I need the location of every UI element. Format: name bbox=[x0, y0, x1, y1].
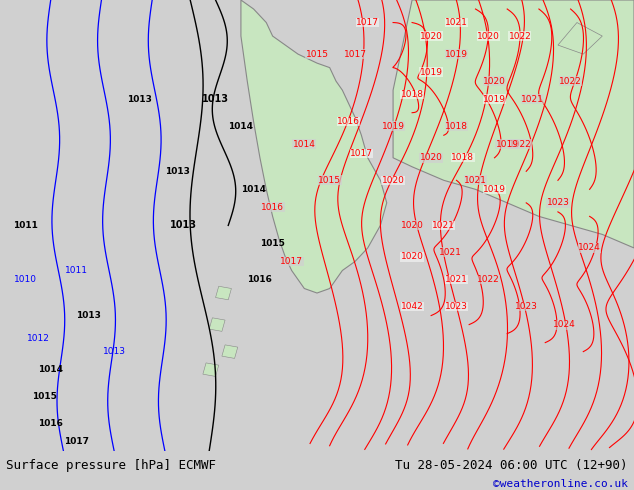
Text: 1022: 1022 bbox=[508, 31, 531, 41]
Text: 1020: 1020 bbox=[401, 221, 424, 230]
Text: 1019: 1019 bbox=[483, 185, 506, 194]
Text: 1013: 1013 bbox=[127, 95, 152, 104]
Text: Surface pressure [hPa] ECMWF: Surface pressure [hPa] ECMWF bbox=[6, 459, 216, 472]
Text: 1017: 1017 bbox=[356, 18, 379, 27]
Polygon shape bbox=[393, 0, 634, 248]
Text: 1019: 1019 bbox=[496, 140, 519, 149]
Polygon shape bbox=[222, 345, 238, 358]
Text: 1019: 1019 bbox=[420, 68, 443, 76]
Text: 1019: 1019 bbox=[382, 122, 404, 131]
Text: 1023: 1023 bbox=[547, 198, 569, 207]
Text: 1023: 1023 bbox=[445, 302, 468, 311]
Text: 1011: 1011 bbox=[13, 221, 38, 230]
Text: 1022: 1022 bbox=[559, 76, 582, 86]
Text: 1016: 1016 bbox=[247, 275, 273, 284]
Polygon shape bbox=[203, 363, 219, 376]
Text: 1021: 1021 bbox=[432, 221, 455, 230]
Text: 1017: 1017 bbox=[63, 437, 89, 446]
Text: 1020: 1020 bbox=[483, 76, 506, 86]
Text: 1017: 1017 bbox=[280, 257, 303, 266]
Text: 1018: 1018 bbox=[445, 122, 468, 131]
Polygon shape bbox=[558, 23, 602, 54]
Text: 1014: 1014 bbox=[293, 140, 316, 149]
Text: 1015: 1015 bbox=[32, 392, 57, 401]
Text: ©weatheronline.co.uk: ©weatheronline.co.uk bbox=[493, 479, 628, 489]
Text: 1024: 1024 bbox=[553, 320, 576, 329]
Text: 1014: 1014 bbox=[38, 365, 63, 374]
Text: 1015: 1015 bbox=[306, 49, 328, 59]
Text: 1021: 1021 bbox=[445, 18, 468, 27]
Text: 1013: 1013 bbox=[202, 94, 229, 104]
Text: 1018: 1018 bbox=[451, 153, 474, 162]
Text: 1016: 1016 bbox=[337, 117, 360, 126]
Text: 1018: 1018 bbox=[401, 90, 424, 99]
Text: 1017: 1017 bbox=[344, 49, 366, 59]
Text: 1020: 1020 bbox=[420, 31, 443, 41]
Text: 1017: 1017 bbox=[350, 149, 373, 158]
Text: 1014: 1014 bbox=[241, 185, 266, 194]
Text: Tu 28-05-2024 06:00 UTC (12+90): Tu 28-05-2024 06:00 UTC (12+90) bbox=[395, 459, 628, 472]
Text: 1013: 1013 bbox=[171, 220, 197, 230]
Text: 1019: 1019 bbox=[445, 49, 468, 59]
Text: 1020: 1020 bbox=[401, 252, 424, 262]
Polygon shape bbox=[209, 318, 225, 331]
Text: 1021: 1021 bbox=[445, 275, 468, 284]
Text: 1024: 1024 bbox=[578, 244, 601, 252]
Text: 1010: 1010 bbox=[14, 275, 37, 284]
Text: 1016: 1016 bbox=[38, 419, 63, 428]
Text: 1022: 1022 bbox=[477, 275, 500, 284]
Text: 1021: 1021 bbox=[464, 176, 487, 185]
Text: 1020: 1020 bbox=[382, 176, 404, 185]
Text: 1019: 1019 bbox=[483, 95, 506, 104]
Text: 1011: 1011 bbox=[65, 266, 87, 275]
Text: 1015: 1015 bbox=[260, 239, 285, 248]
Text: 1022: 1022 bbox=[508, 140, 531, 149]
Text: 1016: 1016 bbox=[261, 203, 284, 212]
Text: 1020: 1020 bbox=[477, 31, 500, 41]
Text: 1015: 1015 bbox=[318, 176, 341, 185]
Text: 1021: 1021 bbox=[439, 248, 462, 257]
Text: 1013: 1013 bbox=[103, 347, 126, 356]
Polygon shape bbox=[241, 0, 387, 293]
Text: 1014: 1014 bbox=[228, 122, 254, 131]
Text: 1020: 1020 bbox=[420, 153, 443, 162]
Text: 1021: 1021 bbox=[521, 95, 544, 104]
Text: 1012: 1012 bbox=[27, 334, 49, 343]
Text: 1023: 1023 bbox=[515, 302, 538, 311]
Text: 1013: 1013 bbox=[165, 167, 190, 176]
Text: 1013: 1013 bbox=[76, 311, 101, 320]
Text: 1042: 1042 bbox=[401, 302, 424, 311]
Polygon shape bbox=[216, 286, 231, 300]
